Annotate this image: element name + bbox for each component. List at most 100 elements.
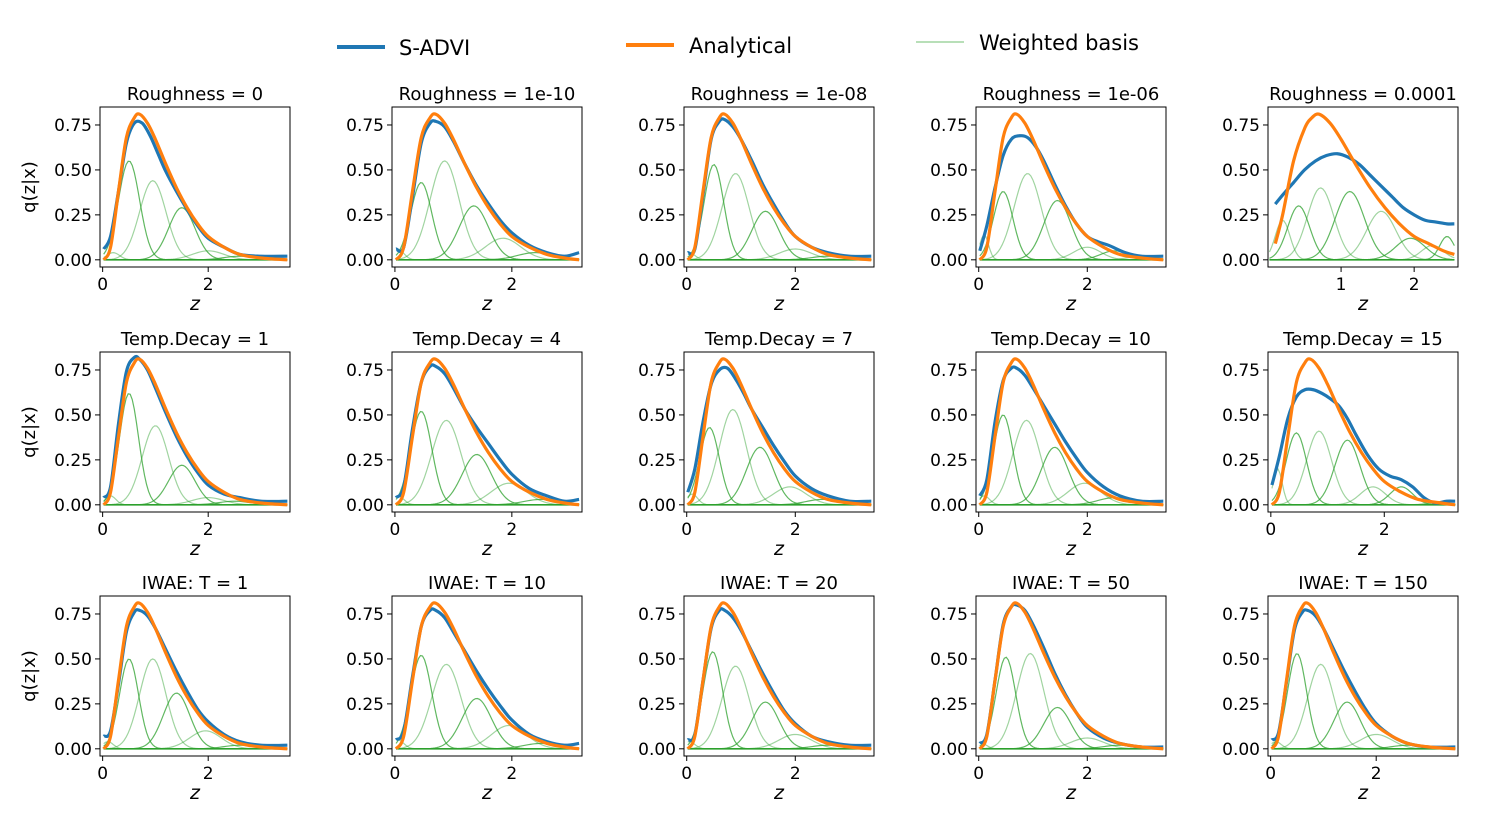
ytick-label: 0.50: [1222, 650, 1260, 670]
basis-curve: [103, 393, 288, 506]
basis-curve: [395, 654, 580, 750]
ytick-label: 0.25: [346, 451, 384, 471]
plot-frame: [683, 351, 875, 513]
plot-area: [394, 112, 580, 262]
subplot-title: IWAE: T = 1: [142, 573, 249, 594]
sadvi-line: [102, 119, 288, 258]
plot-frame: [1267, 595, 1459, 757]
basis-curve: [1271, 430, 1456, 506]
ytick-label: 0.50: [930, 406, 968, 426]
ytick-label: 0.00: [346, 251, 384, 271]
plot-frame: [683, 595, 875, 757]
x-axis-label: z: [1357, 538, 1369, 560]
plot-area: [978, 601, 1164, 751]
subplot-4: Roughness = 1e-06 0.00 0.25 0.50 0.75 0 2z: [930, 84, 1167, 315]
analytical-line: [102, 357, 288, 507]
xtick-label: 2: [1409, 275, 1420, 295]
x-axis-label: z: [773, 293, 785, 315]
y-axis-label: q(z|x): [19, 161, 40, 213]
basis-curve: [1269, 187, 1455, 261]
x-axis-label: z: [773, 538, 785, 560]
analytical-line: [1270, 357, 1456, 507]
ytick-label: 0.75: [54, 116, 92, 136]
xtick-label: 2: [506, 275, 517, 295]
basis-curve: [1269, 244, 1455, 261]
xtick-label: 0: [97, 520, 108, 540]
ytick-label: 0.75: [930, 116, 968, 136]
plot-area: [978, 112, 1164, 262]
subplot-8: Temp.Decay = 7 0.00 0.25 0.50 0.75 0 2z: [638, 329, 875, 560]
sadvi-line: [686, 607, 872, 748]
y-axis-label: q(z|x): [19, 406, 40, 458]
ytick-label: 0.25: [930, 451, 968, 471]
ytick-label: 0.25: [638, 451, 676, 471]
x-axis-label: z: [481, 538, 493, 560]
ytick-label: 0.00: [346, 740, 384, 760]
plot-frame: [1267, 106, 1459, 268]
basis-curve: [103, 207, 288, 261]
basis-curve: [395, 410, 580, 506]
basis-curve: [103, 692, 288, 750]
subplot-13: IWAE: T = 20 0.00 0.25 0.50 0.75 0 2z: [638, 573, 875, 804]
ytick-label: 0.00: [638, 251, 676, 271]
analytical-line: [686, 112, 872, 262]
xtick-label: 2: [790, 520, 801, 540]
ytick-label: 0.75: [638, 361, 676, 381]
x-axis-label: z: [1357, 293, 1369, 315]
ytick-label: 0.50: [1222, 406, 1260, 426]
subplot-title: Temp.Decay = 15: [1282, 329, 1443, 350]
ytick-label: 0.75: [638, 116, 676, 136]
plot-frame: [391, 351, 583, 513]
ytick-label: 0.75: [930, 361, 968, 381]
xtick-label: 0: [97, 764, 108, 784]
ytick-label: 0.25: [54, 451, 92, 471]
ytick-label: 0.50: [54, 406, 92, 426]
ytick-label: 0.75: [346, 605, 384, 625]
ytick-label: 0.25: [638, 695, 676, 715]
xtick-label: 0: [1265, 764, 1276, 784]
xtick-label: 2: [203, 764, 214, 784]
xtick-label: 0: [1265, 520, 1276, 540]
x-axis-label: z: [1065, 538, 1077, 560]
subplot-title: IWAE: T = 10: [428, 573, 546, 594]
analytical-line: [978, 601, 1164, 751]
subplot-1: Roughness = 0 0.00 0.25 0.50 0.75 0 2z q(z|x): [19, 84, 291, 315]
legend-label-analytical: Analytical: [689, 34, 792, 58]
ytick-label: 0.25: [54, 695, 92, 715]
sadvi-line: [1274, 152, 1455, 226]
xtick-label: 0: [973, 520, 984, 540]
ytick-label: 0.25: [1222, 206, 1260, 226]
xtick-label: 0: [390, 764, 401, 784]
ytick-label: 0.00: [1222, 251, 1260, 271]
plot-frame: [391, 595, 583, 757]
basis-curve: [396, 205, 580, 261]
ytick-label: 0.25: [930, 206, 968, 226]
analytical-line: [978, 112, 1164, 262]
ytick-label: 0.50: [638, 161, 676, 181]
ytick-label: 0.25: [1222, 451, 1260, 471]
ytick-label: 0.00: [930, 740, 968, 760]
subplot-title: Roughness = 0.0001: [1269, 84, 1457, 105]
basis-curve: [395, 182, 580, 261]
subplot-10: Temp.Decay = 15 0.00 0.25 0.50 0.75 0 2z: [1222, 329, 1459, 560]
subplot-title: IWAE: T = 20: [720, 573, 838, 594]
analytical-line: [686, 357, 872, 507]
analytical-line: [394, 357, 580, 507]
sadvi-line: [978, 134, 1164, 259]
ytick-label: 0.75: [638, 605, 676, 625]
ytick-label: 0.50: [346, 161, 384, 181]
xtick-label: 0: [973, 764, 984, 784]
basis-curve: [979, 652, 1164, 750]
x-axis-label: z: [189, 782, 201, 804]
plot-area: [1270, 601, 1456, 751]
sadvi-line: [978, 365, 1164, 504]
subplot-title: IWAE: T = 150: [1298, 573, 1427, 594]
plot-area: [686, 357, 872, 507]
plot-frame: [683, 106, 875, 268]
subplot-2: Roughness = 1e-10 0.00 0.25 0.50 0.75 0 2z: [346, 84, 583, 315]
xtick-label: 0: [681, 275, 692, 295]
analytical-line: [1270, 601, 1456, 751]
xtick-label: 2: [1082, 275, 1093, 295]
ytick-label: 0.25: [638, 206, 676, 226]
subplot-title: IWAE: T = 50: [1012, 573, 1130, 594]
